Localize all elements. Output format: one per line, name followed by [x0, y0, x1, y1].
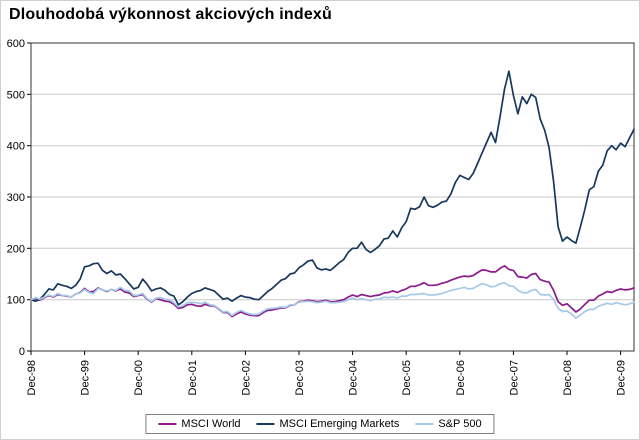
x-tick-label: Dec-03: [294, 360, 306, 395]
legend-label-sp-500: S&P 500: [438, 418, 482, 430]
line-chart-plot: 0 100 200 300 400 500 600 Dec-98 Dec-99 Dec-00 Dec…: [7, 38, 635, 395]
legend-label-msci-world: MSCI World: [181, 418, 241, 430]
plot-border: [30, 42, 635, 352]
x-tick-label: Dec-06: [455, 360, 467, 395]
series-line-msci-emerging-markets: [30, 70, 635, 306]
chart-legend: MSCI World MSCI Emerging Markets S&P 500: [145, 414, 495, 434]
x-tick-label: Dec-04: [348, 360, 360, 395]
x-tick-label: Dec-99: [80, 360, 92, 395]
legend-label-msci-emerging-markets: MSCI Emerging Markets: [279, 418, 400, 430]
legend-swatch-sp-500: [415, 423, 434, 425]
x-tick-label: Dec-02: [240, 360, 252, 395]
series-line-msci-world: [30, 264, 635, 318]
y-tick-label: 600: [7, 38, 25, 50]
y-tick-label: 100: [7, 295, 25, 307]
y-tick-label: 300: [7, 192, 25, 204]
y-tick-label: 200: [7, 243, 25, 255]
x-tick-label: Dec-98: [26, 360, 38, 395]
x-tick-label: Dec-07: [508, 360, 520, 395]
legend-item-msci-emerging-markets: MSCI Emerging Markets: [256, 418, 400, 430]
x-tick-label: Dec-05: [401, 360, 413, 395]
x-tick-label: Dec-09: [616, 360, 628, 395]
x-tick-label: Dec-08: [562, 360, 574, 395]
series-line-s-p-500: [30, 281, 635, 319]
legend-swatch-msci-world: [158, 423, 177, 425]
y-tick-label: 0: [19, 346, 25, 358]
chart-title: Dlouhodobá výkonnost akciových indexů: [9, 6, 333, 23]
y-tick-label: 400: [7, 141, 25, 153]
y-tick-label: 500: [7, 89, 25, 101]
legend-item-sp-500: S&P 500: [415, 418, 482, 430]
x-tick-label: Dec-00: [133, 360, 145, 395]
legend-swatch-msci-emerging-markets: [256, 423, 275, 425]
x-tick-label: Dec-01: [187, 360, 199, 395]
legend-item-msci-world: MSCI World: [158, 418, 241, 430]
